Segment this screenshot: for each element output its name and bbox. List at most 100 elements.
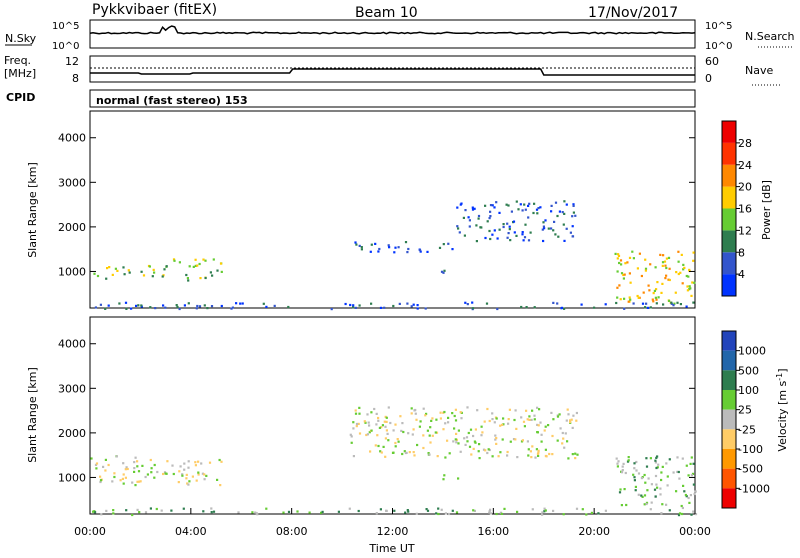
echo-cell [554,233,557,236]
echo-cell [689,287,692,290]
echo-cell [366,413,369,416]
echo-cell [426,429,429,432]
echo-cell [368,431,371,434]
echo-cell [537,207,540,210]
echo-cell [102,465,105,468]
velocity-colorbar-label: Velocity [m s-1] [775,368,789,451]
echo-cell [440,270,444,273]
velocity-colorbar: 1000 500 100 25 -25 -100 -500 -1000 [721,330,770,509]
echo-cell [454,438,457,441]
nsky-frame [89,19,696,49]
echo-cell [486,451,489,455]
echo-cell [464,301,467,304]
echo-cell [526,418,529,421]
echo-cell [437,512,440,516]
echo-cell [434,431,437,434]
echo-cell [418,425,421,428]
echo-cell [659,253,662,256]
echo-cell [581,508,584,511]
echo-cell [507,422,510,425]
echo-cell [438,246,442,249]
echo-cell [172,258,176,261]
colorbar-cell [722,252,736,275]
echo-cell [148,265,151,268]
colorbar-cell [722,230,736,253]
echo-cell [563,446,566,449]
echo-cell [412,428,415,431]
echo-cell [500,512,503,515]
echo-cell [543,510,546,513]
echo-cell [686,285,689,288]
echo-cell [256,513,259,516]
echo-cell [451,509,454,512]
echo-cell [400,429,403,432]
echo-cell [453,427,456,430]
echo-cell [203,478,206,481]
echo-cell [491,418,494,421]
xtick-label: 08:00 [276,525,308,538]
echo-cell [354,306,357,309]
echo-cell [536,452,540,455]
colorbar-tick-label: 28 [738,137,752,150]
echo-cell [616,465,619,468]
echo-cell [654,296,657,299]
echo-cell [141,464,144,467]
echo-cell [623,488,626,491]
echo-cell [530,456,533,459]
echo-cell [552,229,555,232]
echo-cell [540,433,543,436]
echo-cell [628,256,632,259]
echo-cell [617,254,621,257]
echo-cell [489,210,492,213]
echo-cell [114,267,117,270]
echo-cell [527,448,530,451]
echo-cell [455,441,458,444]
velocity-colorbar-label-sup: -1 [775,373,784,381]
echo-cell [665,257,668,260]
echo-cell [358,412,361,415]
echo-cell [352,427,355,430]
freq-tick-low: 8 [72,72,79,85]
echo-cell [539,421,542,424]
echo-cell [655,483,658,486]
echo-cell [686,289,689,292]
echo-cell [153,271,156,274]
echo-cell [691,472,695,475]
echo-cell [381,424,384,427]
echo-cell [550,227,553,230]
echo-cell [692,251,695,254]
echo-cell [692,483,695,486]
echo-cell [405,451,408,454]
echo-cell [633,476,636,479]
echo-cell [661,264,664,267]
echo-cell [422,446,425,450]
echo-cell [647,284,650,287]
echo-cell [397,440,400,443]
echo-cell [471,307,475,310]
echo-cell [94,306,97,309]
echo-cell [410,305,413,308]
echo-cell [645,302,648,305]
echo-cell [456,206,459,209]
echo-cell [541,511,544,514]
echo-cell [118,302,121,305]
echo-cell [677,470,680,474]
echo-cell [387,406,390,409]
echo-cell [491,204,494,207]
echo-cell [488,217,491,220]
echo-cell [687,474,690,477]
colorbar-tick-label: -1000 [738,482,770,495]
echo-cell [140,270,143,273]
echo-cell [457,477,460,480]
echo-cell [407,432,410,435]
echo-cell [185,477,188,480]
echo-cell [140,304,143,307]
echo-cell [354,241,357,244]
echo-cell [506,236,509,239]
echo-cell [419,420,422,423]
echo-cell [538,408,541,411]
echo-cell [620,272,624,275]
echo-cell [472,434,475,438]
echo-cell [116,269,119,272]
xtick-label: 16:00 [477,525,509,538]
